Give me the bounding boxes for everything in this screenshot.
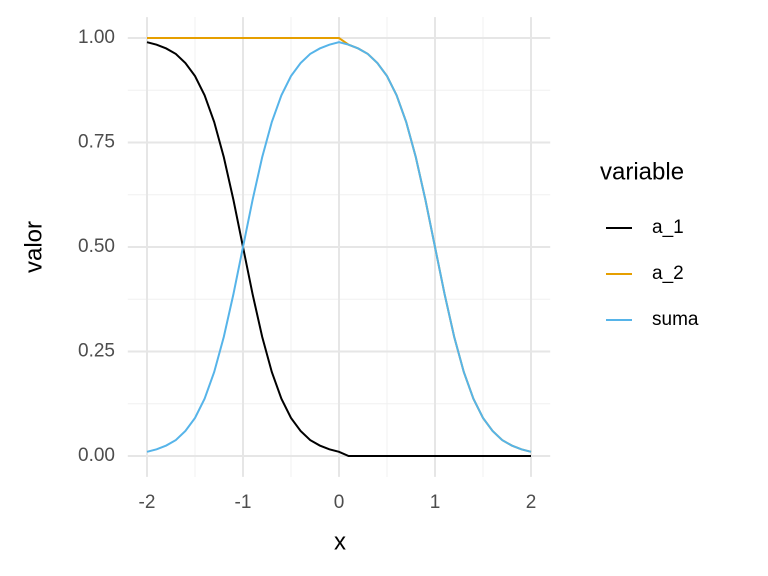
y-tick-label: 1.00 [78, 27, 115, 48]
x-tick-label: 2 [526, 492, 537, 513]
legend-title: variable [600, 158, 684, 185]
x-axis-title: x [334, 528, 346, 555]
legend-label: a_2 [652, 263, 684, 284]
y-tick-label: 0.25 [78, 341, 115, 362]
x-tick-label: -1 [235, 492, 252, 513]
x-tick-label: 0 [334, 492, 345, 513]
x-tick-label: -2 [139, 492, 156, 513]
y-tick-label: 0.00 [78, 445, 115, 466]
line-series [146, 41, 531, 457]
legend-label: suma [652, 309, 699, 330]
y-axis-title: valor [20, 221, 47, 273]
y-tick-label: 0.50 [78, 236, 115, 257]
legend-label: a_1 [652, 217, 684, 238]
x-tick-label: 1 [430, 492, 441, 513]
line-series [146, 41, 532, 453]
y-tick-label: 0.75 [78, 132, 115, 153]
